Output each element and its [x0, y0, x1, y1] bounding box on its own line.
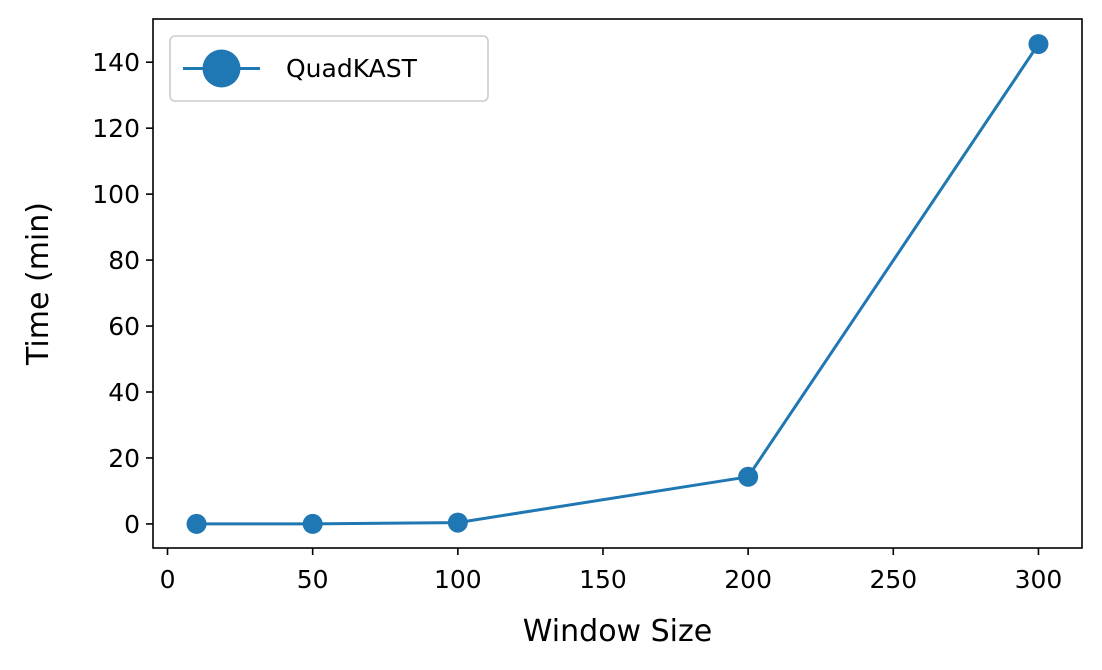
data-point	[186, 513, 207, 534]
y-tick-label: 0	[124, 510, 140, 539]
y-axis-label: Time (min)	[21, 202, 56, 366]
y-tick-label: 120	[92, 114, 140, 143]
y-tick-label: 80	[108, 246, 140, 275]
data-point	[738, 466, 759, 487]
x-tick-label: 50	[297, 565, 329, 594]
legend: QuadKAST	[169, 35, 489, 102]
data-point	[302, 513, 323, 534]
legend-label: QuadKAST	[286, 54, 418, 83]
x-axis-ticks: 0 50 100 150 200 250 300	[160, 548, 1063, 594]
x-tick-label: 250	[869, 565, 917, 594]
x-tick-label: 300	[1015, 565, 1063, 594]
y-tick-label: 20	[108, 444, 140, 473]
legend-box	[169, 35, 489, 102]
plot-area	[153, 19, 1082, 548]
x-tick-label: 200	[724, 565, 772, 594]
x-axis-label: Window Size	[523, 614, 712, 649]
legend-marker-swatch	[202, 49, 241, 88]
x-tick-label: 100	[434, 565, 482, 594]
y-tick-label: 100	[92, 180, 140, 209]
y-tick-label: 140	[92, 48, 140, 77]
x-tick-label: 150	[579, 565, 627, 594]
plot-frame	[152, 18, 1083, 549]
x-tick-label: 0	[160, 565, 176, 594]
series-layer	[186, 34, 1049, 534]
data-point	[447, 512, 468, 533]
y-tick-label: 40	[108, 378, 140, 407]
data-point	[1028, 34, 1049, 55]
y-axis-ticks: 0 20 40 60 80 100 120 140	[92, 48, 153, 539]
y-tick-label: 60	[108, 312, 140, 341]
